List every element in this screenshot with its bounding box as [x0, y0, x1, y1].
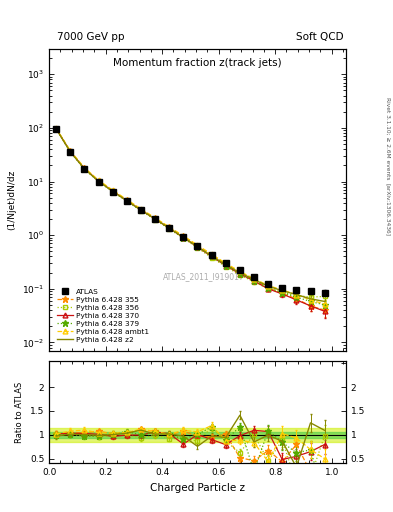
Text: Rivet 3.1.10; ≥ 2.6M events: Rivet 3.1.10; ≥ 2.6M events: [385, 97, 390, 180]
Text: Soft QCD: Soft QCD: [296, 32, 344, 42]
Text: [arXiv:1306.3436]: [arXiv:1306.3436]: [385, 183, 390, 237]
Bar: [49, 428, 346, 442]
Text: 7000 GeV pp: 7000 GeV pp: [57, 32, 125, 42]
Y-axis label: (1/Njet)dN/dz: (1/Njet)dN/dz: [7, 169, 17, 230]
Legend: ATLAS, Pythia 6.428 355, Pythia 6.428 356, Pythia 6.428 370, Pythia 6.428 379, P: ATLAS, Pythia 6.428 355, Pythia 6.428 35…: [56, 287, 151, 344]
Bar: [49, 432, 346, 438]
Y-axis label: Ratio to ATLAS: Ratio to ATLAS: [15, 381, 24, 443]
Text: Momentum fraction z(track jets): Momentum fraction z(track jets): [113, 58, 282, 68]
Text: ATLAS_2011_I919017: ATLAS_2011_I919017: [163, 272, 244, 281]
X-axis label: Charged Particle z: Charged Particle z: [150, 483, 245, 493]
